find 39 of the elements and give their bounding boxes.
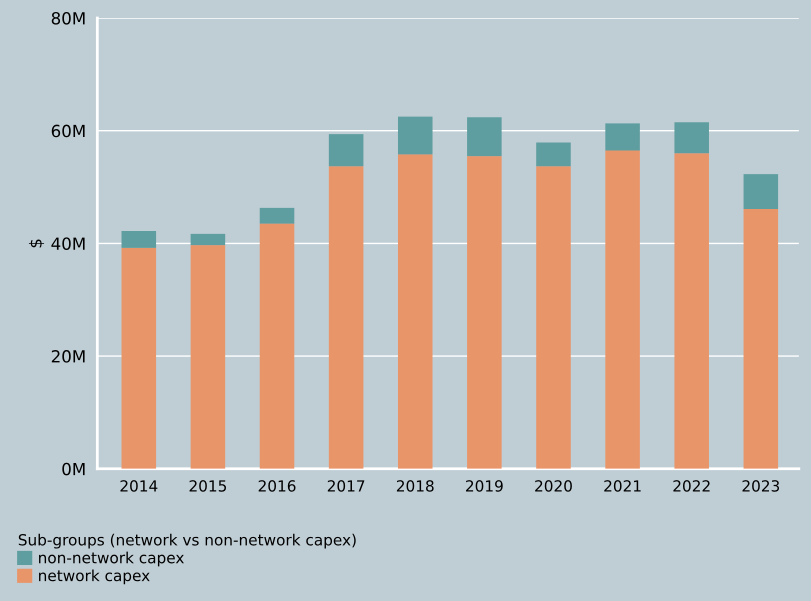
bar: [190, 234, 226, 246]
bar: [122, 248, 156, 469]
x-tick-label: 2019: [466, 480, 503, 492]
y-tick-label: 60M: [52, 124, 85, 138]
legend-label: network capex: [39, 569, 150, 584]
x-tick-label: 2023: [742, 480, 780, 492]
x-tick-label: 2020: [535, 480, 572, 492]
bar: [467, 117, 502, 156]
bar: [398, 154, 433, 469]
x-tick-label: 2016: [258, 480, 296, 492]
bar: [744, 209, 778, 469]
bar: [605, 123, 640, 150]
x-tick-label: 2017: [328, 480, 364, 492]
x-tick-label: 2014: [120, 480, 158, 492]
bar: [122, 231, 156, 248]
legend-title: Sub-groups (network vs non-network capex): [18, 534, 356, 549]
legend-label: non-network capex: [39, 552, 184, 566]
x-tick-label: 2015: [190, 480, 226, 492]
bar: [328, 166, 364, 469]
bar: [467, 156, 502, 469]
y-axis-title: $: [28, 239, 44, 248]
x-tick-label: 2018: [396, 480, 434, 492]
x-tick-label: 2022: [673, 480, 710, 492]
bar: [674, 153, 709, 469]
bar: [674, 122, 709, 154]
bar: [536, 142, 571, 166]
y-tick-label: 20M: [52, 350, 85, 363]
bar: [605, 150, 640, 469]
bar: [260, 224, 294, 469]
bar: [398, 116, 433, 154]
bar: [260, 208, 294, 224]
y-tick-label: 40M: [51, 237, 85, 250]
x-tick-label: 2021: [604, 480, 641, 492]
bar: [744, 174, 778, 210]
bar: [328, 134, 364, 166]
bar: [190, 245, 226, 469]
y-tick-label: 0M: [62, 462, 85, 476]
y-tick-label: 80M: [52, 12, 85, 25]
bar: [536, 166, 571, 469]
